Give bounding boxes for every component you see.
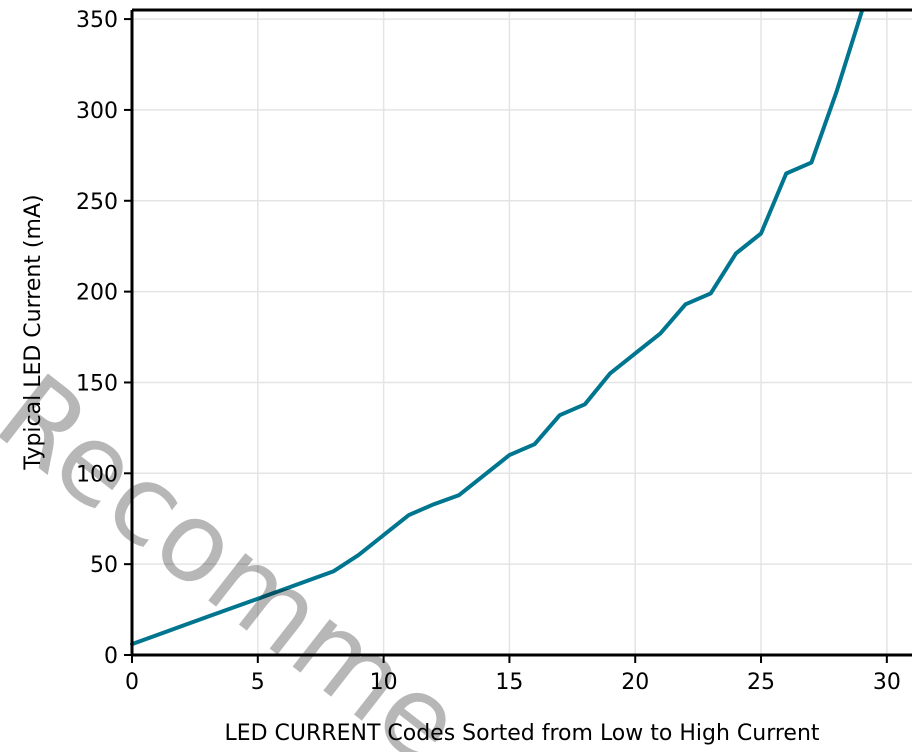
axes — [130, 8, 912, 657]
series-layer — [130, 9, 864, 647]
x-tick-label: 25 — [747, 670, 775, 695]
x-tick-label: 30 — [873, 670, 901, 695]
x-tick-label: 20 — [621, 670, 649, 695]
x-tick-label: 15 — [495, 670, 523, 695]
grid — [131, 10, 912, 656]
series-line — [130, 9, 864, 647]
y-tick-label: 0 — [104, 644, 118, 669]
x-tick-label: 5 — [251, 670, 265, 695]
y-tick-label: 150 — [76, 371, 118, 396]
y-axis-title: Typical LED Current (mA) — [21, 194, 46, 470]
y-tick-label: 50 — [90, 553, 118, 578]
y-tick-label: 200 — [76, 281, 118, 306]
y-tick-label: 350 — [76, 8, 118, 33]
x-tick-label: 0 — [125, 670, 139, 695]
y-tick-label: 300 — [76, 99, 118, 124]
x-tick-label: 10 — [370, 670, 398, 695]
x-axis-title: LED CURRENT Codes Sorted from Low to Hig… — [224, 721, 819, 746]
watermark-text: Recomme — [0, 350, 485, 752]
y-tick-label: 100 — [76, 462, 118, 487]
y-tick-label: 250 — [76, 190, 118, 215]
